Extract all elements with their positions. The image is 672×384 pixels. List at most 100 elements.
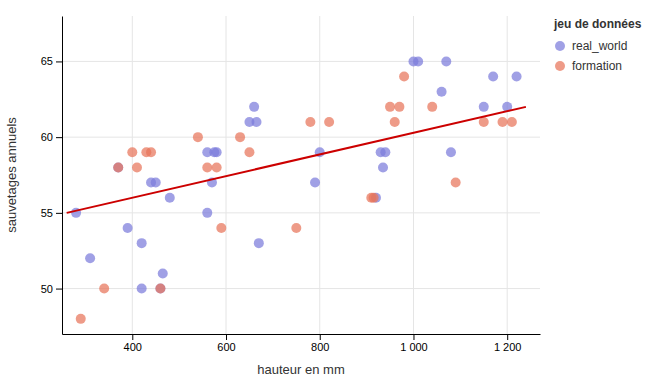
point [137,238,147,248]
legend-label: real_world [572,39,627,53]
y-axis: 50 55 60 65 [41,17,63,335]
regression-line [67,107,526,213]
grid-line-y [62,61,540,62]
grid-line-y [62,212,540,213]
x-tick-label: 400 [124,341,142,353]
point [427,102,437,112]
grid-line-y [62,137,540,138]
y-tick-mark [56,213,62,214]
point [99,284,109,294]
legend-item: real_world [555,39,627,53]
legend-label: formation [572,59,622,73]
x-tick: 400 [124,334,142,353]
y-axis-line [62,17,63,335]
x-tick-mark [413,334,414,340]
point [254,238,264,248]
x-tick-label: 1 000 [400,341,428,353]
point [324,117,334,127]
y-tick: 60 [41,131,62,143]
legend-marker [555,61,565,71]
chart: 400 600 800 1 000 1 200 50 55 60 65 hauteur en mm… [0,0,672,384]
y-tick: 55 [41,207,62,219]
point [158,268,168,278]
y-tick-label: 65 [41,55,53,67]
y-tick-label: 55 [41,207,53,219]
x-tick-mark [507,334,508,340]
y-tick-label: 50 [41,283,53,295]
legend-item: formation [555,59,622,73]
point [291,223,301,233]
series-points [76,72,517,324]
x-axis: 400 600 800 1 000 1 200 [63,334,541,353]
point [155,284,165,294]
point [132,162,142,172]
point [123,223,133,233]
y-tick-mark [56,61,62,62]
point [378,162,388,172]
point [193,132,203,142]
series-points [71,56,522,293]
grid-line-x [507,16,508,334]
point [498,117,508,127]
point [244,147,254,157]
x-tick: 800 [311,334,329,353]
point [165,193,175,203]
y-tick-label: 60 [41,131,53,143]
point [85,253,95,263]
legend-marker [555,41,565,51]
y-axis-label: sauvetages annuels [4,117,19,233]
point [235,132,245,142]
y-tick: 50 [41,283,62,295]
point [451,178,461,188]
x-tick-label: 1 200 [494,341,522,353]
legend-title: jeu de données [553,17,642,31]
y-tick: 65 [41,55,62,67]
x-tick-label: 800 [311,341,329,353]
plot: 400 600 800 1 000 1 200 50 55 60 65 [41,16,541,353]
point [155,284,165,294]
x-tick-mark [320,334,321,340]
x-tick: 1 000 [400,334,428,353]
point [249,102,259,112]
point [127,147,137,157]
marks [67,56,526,323]
point [380,147,390,157]
point [479,102,489,112]
point [305,117,315,127]
grid-line-x [319,16,320,334]
point [137,284,147,294]
point [113,162,123,172]
point [385,102,395,112]
point [512,72,522,82]
point [212,147,222,157]
grid [62,16,540,334]
x-axis-line [63,334,541,335]
x-tick: 1 200 [494,334,522,353]
x-tick-label: 600 [217,341,235,353]
point [479,117,489,127]
point [146,147,156,157]
point [437,87,447,97]
point [394,102,404,112]
y-tick-mark [56,137,62,138]
point [369,193,379,203]
point [76,314,86,324]
legend: jeu de données real_world formation [553,17,642,73]
point [113,162,123,172]
point [507,117,517,127]
point [310,178,320,188]
x-tick-mark [226,334,227,340]
point [151,178,161,188]
point [399,72,409,82]
grid-line-x [132,16,133,334]
point [251,117,261,127]
grid-line-y [62,288,540,289]
x-tick: 600 [217,334,235,353]
y-tick-mark [56,289,62,290]
point [216,223,226,233]
point [202,208,212,218]
point [441,56,451,66]
point [390,117,400,127]
point [488,72,498,82]
x-axis-label: hauteur en mm [257,362,344,377]
